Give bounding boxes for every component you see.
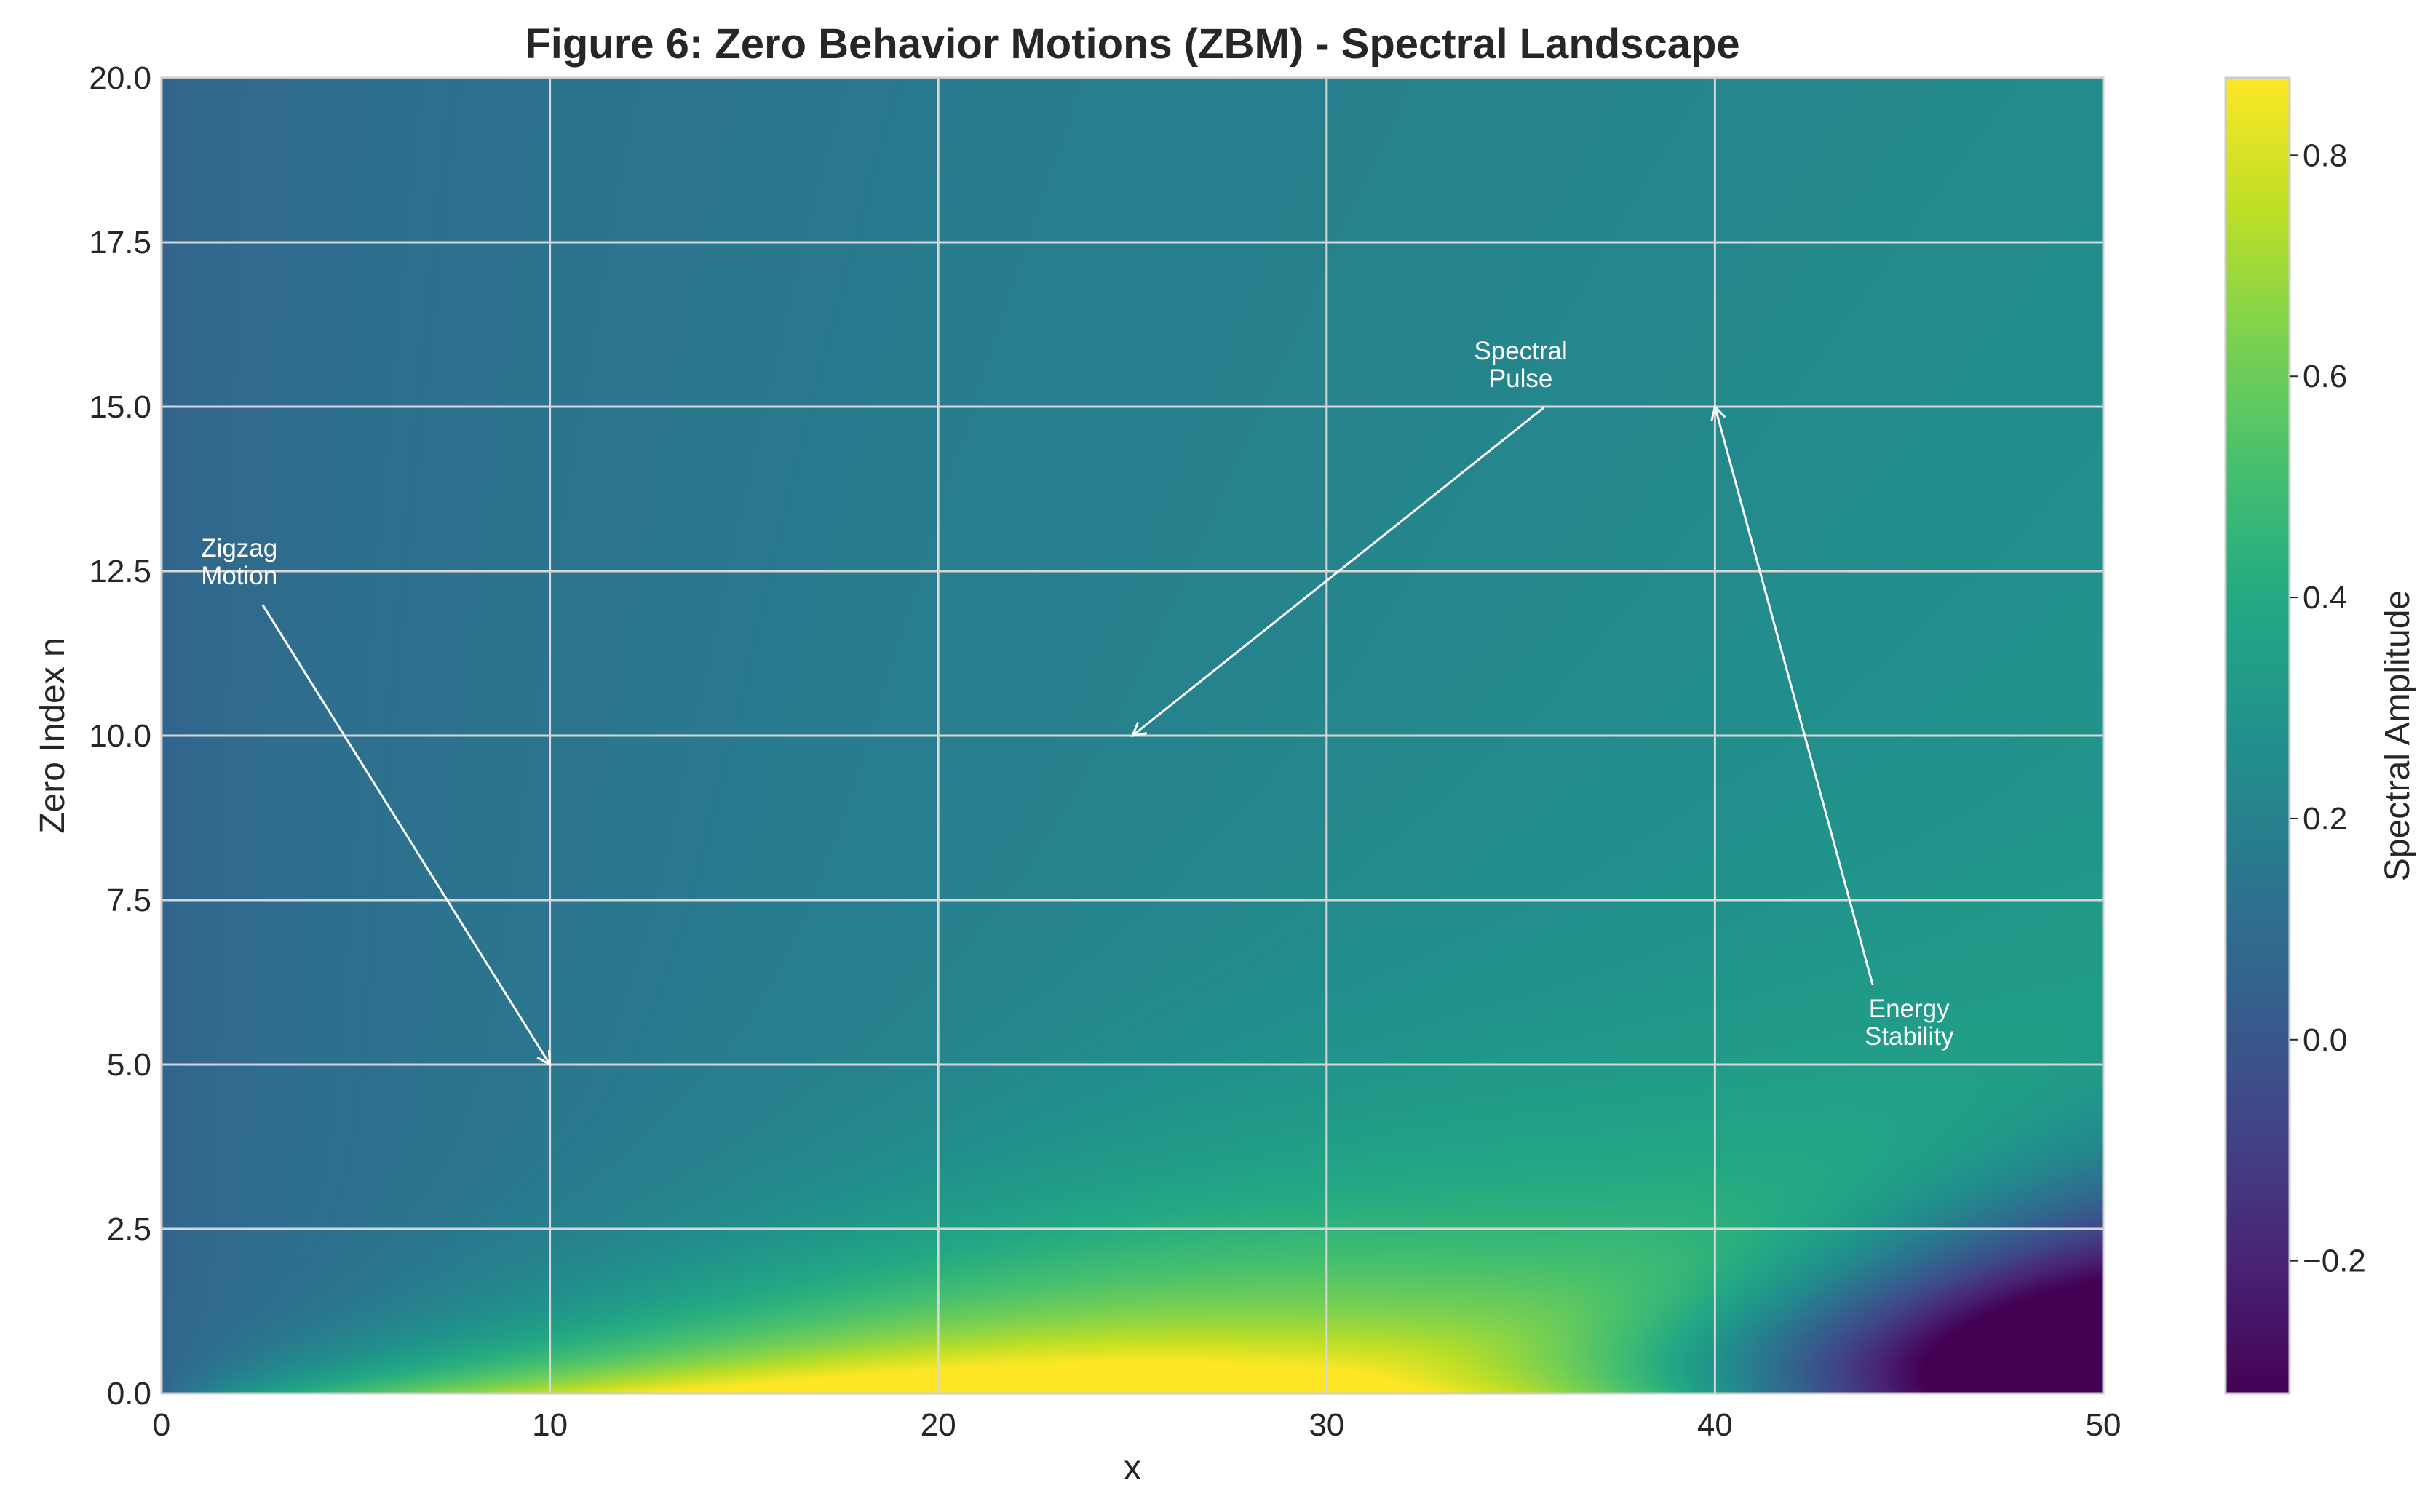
y-tick-label: 10.0 xyxy=(89,718,151,754)
x-tick-label: 30 xyxy=(1309,1407,1344,1443)
y-tick-label: 15.0 xyxy=(89,389,151,425)
y-tick-label: 20.0 xyxy=(89,60,151,96)
annotation-arrow xyxy=(1132,406,1545,737)
annotation-arrow xyxy=(1713,406,1874,986)
annotation-label: Pulse xyxy=(1489,365,1553,393)
annotation-arrowhead xyxy=(1710,404,1726,421)
annotation-label: Zigzag xyxy=(201,534,277,562)
annotation-arrow xyxy=(261,604,551,1065)
x-axis-ticks: 0 10 20 30 40 50 xyxy=(153,1407,2122,1443)
x-axis-label: x xyxy=(1124,1449,1141,1487)
annotation-label: Stability xyxy=(1865,1022,1954,1051)
x-tick-label: 40 xyxy=(1697,1407,1733,1443)
colorbar-tick-label: 0.2 xyxy=(2303,801,2347,837)
y-tick-label: 2.5 xyxy=(107,1211,151,1247)
chart-title: Figure 6: Zero Behavior Motions (ZBM) - … xyxy=(525,20,1739,68)
y-tick-label: 12.5 xyxy=(89,554,151,589)
colorbar-tick-label: 0.8 xyxy=(2303,138,2347,173)
y-tick-label: 5.0 xyxy=(107,1047,151,1083)
grid-lines xyxy=(162,78,2103,1393)
annotation-arrowhead xyxy=(1130,721,1147,737)
x-tick-label: 50 xyxy=(2086,1407,2122,1443)
colorbar xyxy=(2224,76,2291,1395)
annotation-label: Energy xyxy=(1869,995,1950,1023)
colorbar-tick-label: 0.6 xyxy=(2303,359,2347,394)
x-tick-label: 0 xyxy=(153,1407,170,1443)
y-axis-label: Zero Index n xyxy=(33,637,72,833)
y-axis-ticks: 0.0 2.5 5.0 7.5 10.0 12.5 15.0 17.5 20.0 xyxy=(89,60,151,1412)
y-tick-label: 17.5 xyxy=(89,225,151,260)
annotation-label: Motion xyxy=(201,562,277,590)
annotation-arrowhead xyxy=(536,1049,552,1067)
colorbar-label: Spectral Amplitude xyxy=(2378,590,2417,881)
plot-frame xyxy=(160,76,2105,1395)
colorbar-tick-label: 0.4 xyxy=(2303,580,2347,616)
colorbar-ticks: −0.2 0.0 0.2 0.4 0.6 0.8 xyxy=(2290,138,2366,1279)
colorbar-tick-label: 0.0 xyxy=(2303,1022,2347,1058)
y-tick-label: 7.5 xyxy=(107,883,151,918)
colorbar-tick-label: −0.2 xyxy=(2303,1244,2366,1279)
x-tick-label: 10 xyxy=(532,1407,568,1443)
y-tick-label: 0.0 xyxy=(107,1376,151,1412)
annotation-label: Spectral xyxy=(1474,337,1567,365)
x-tick-label: 20 xyxy=(921,1407,956,1443)
